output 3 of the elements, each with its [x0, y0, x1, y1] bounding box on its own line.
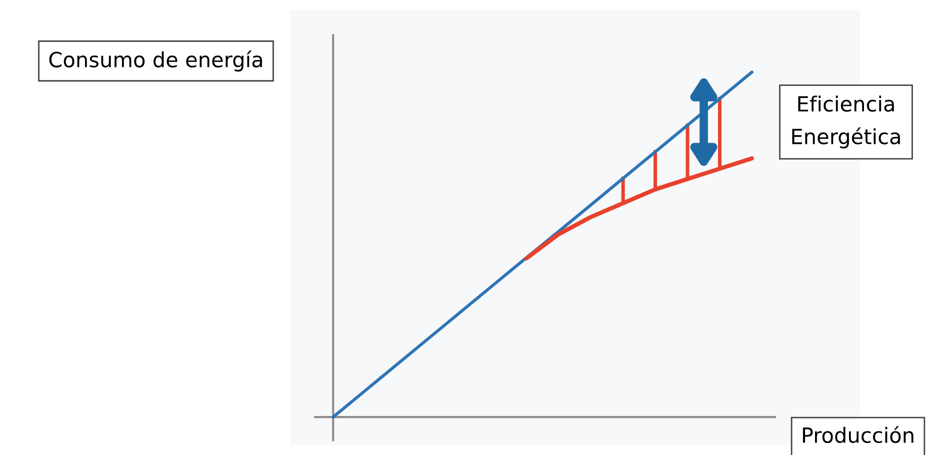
- x-axis-title: Producción: [802, 426, 914, 444]
- text: Eficiencia Energética: [792, 96, 900, 148]
- y-axis-title: Consumo de energía: [49, 50, 262, 72]
